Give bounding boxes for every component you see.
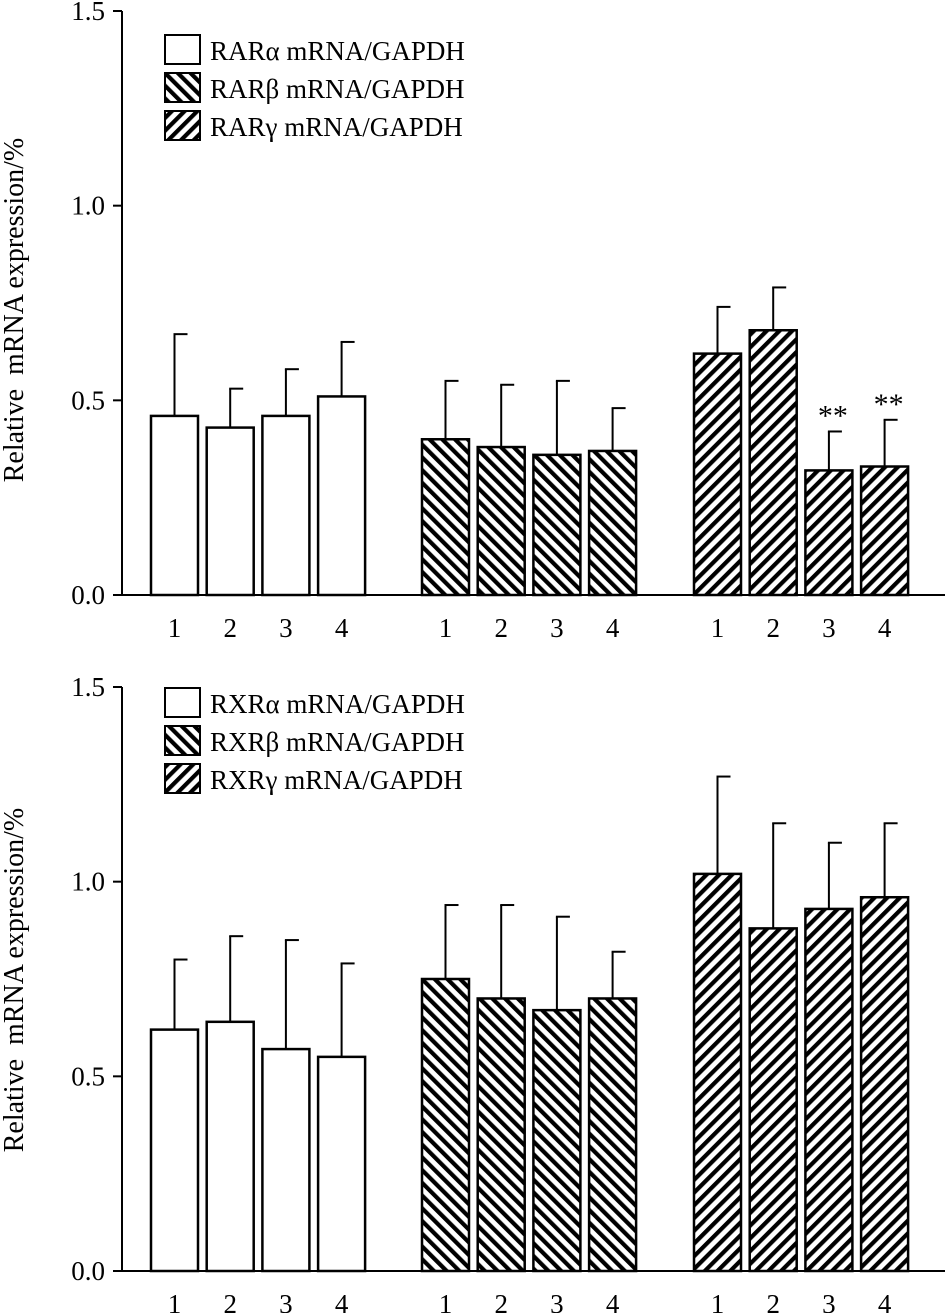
x-tick-label: 2 [223, 613, 237, 643]
y-tick-label: 0.5 [71, 1061, 105, 1091]
x-tick-label: 2 [494, 1289, 508, 1313]
y-axis-title: Relative mRNA expression/% [0, 138, 30, 483]
legend-label: RARα mRNA/GAPDH [210, 36, 465, 66]
bar[interactable] [149, 414, 200, 597]
bar[interactable] [587, 449, 638, 597]
chart-rxr: 0.0 0.5 1.0 1.5 Relative mRNA expression/% 1 2… [0, 672, 945, 1313]
x-tick-label: 3 [279, 613, 293, 643]
legend-swatch [164, 72, 201, 103]
legend-swatch [164, 687, 201, 718]
x-tick-label: 2 [494, 613, 508, 643]
bar[interactable] [859, 465, 910, 597]
legend-label: RXRβ mRNA/GAPDH [210, 727, 465, 757]
x-tick-label: 3 [550, 1289, 564, 1313]
legend-swatch [164, 110, 201, 141]
bar[interactable] [205, 426, 255, 597]
x-tick-label: 4 [606, 613, 620, 643]
bar[interactable] [476, 997, 526, 1273]
x-tick-label: 1 [439, 1289, 453, 1313]
x-tick-label: 1 [439, 613, 453, 643]
x-tick-label: 1 [711, 613, 725, 643]
significance-label: ** [818, 399, 848, 432]
y-tick-label: 1.5 [71, 672, 105, 702]
y-tick-label: 0.0 [71, 1256, 105, 1286]
x-tick-label: 1 [711, 1289, 725, 1313]
y-tick-label: 0.0 [71, 580, 105, 610]
legend-swatch [164, 725, 201, 756]
bar[interactable] [316, 395, 367, 597]
bar[interactable] [804, 907, 854, 1273]
y-tick-label: 1.0 [71, 191, 105, 221]
x-tick-label: 2 [766, 1289, 780, 1313]
bar[interactable] [587, 997, 638, 1273]
bar[interactable] [316, 1055, 367, 1273]
bar[interactable] [804, 469, 854, 597]
x-tick-label: 1 [168, 1289, 182, 1313]
x-tick-label: 4 [335, 1289, 349, 1313]
bar[interactable] [261, 1047, 311, 1273]
legend-swatch [164, 763, 201, 794]
x-tick-label: 3 [822, 1289, 836, 1313]
bar[interactable] [149, 1028, 200, 1273]
x-tick-label: 4 [878, 1289, 892, 1313]
bar[interactable] [420, 977, 471, 1273]
bar[interactable] [261, 414, 311, 597]
bar[interactable] [205, 1020, 255, 1273]
bar[interactable] [692, 352, 743, 597]
x-tick-label: 2 [766, 613, 780, 643]
legend-label: RXRα mRNA/GAPDH [210, 689, 465, 719]
bar[interactable] [748, 927, 798, 1273]
y-tick-label: 1.0 [71, 867, 105, 897]
legend-label: RARβ mRNA/GAPDH [210, 74, 465, 104]
bar[interactable] [748, 329, 798, 597]
bar[interactable] [476, 445, 526, 597]
x-tick-label: 4 [606, 1289, 620, 1313]
bar[interactable] [420, 438, 471, 597]
x-tick-label: 1 [168, 613, 182, 643]
legend-swatch [164, 34, 201, 65]
x-tick-label: 4 [335, 613, 349, 643]
chart-rar: 0.0 0.5 1.0 1.5 Relative mRNA expression/% 1 2… [0, 0, 945, 643]
bar[interactable] [532, 453, 582, 597]
y-tick-label: 1.5 [71, 0, 105, 26]
x-tick-label: 4 [878, 613, 892, 643]
y-tick-label: 0.5 [71, 385, 105, 415]
bar[interactable] [692, 872, 743, 1273]
x-tick-label: 3 [279, 1289, 293, 1313]
y-axis-title: Relative mRNA expression/% [0, 808, 30, 1153]
legend-label: RARγ mRNA/GAPDH [210, 112, 463, 142]
x-tick-label: 3 [822, 613, 836, 643]
bar[interactable] [532, 1008, 582, 1273]
significance-label: ** [874, 388, 904, 421]
x-tick-label: 3 [550, 613, 564, 643]
legend-label: RXRγ mRNA/GAPDH [210, 765, 463, 795]
x-tick-label: 2 [223, 1289, 237, 1313]
bar[interactable] [859, 895, 910, 1273]
